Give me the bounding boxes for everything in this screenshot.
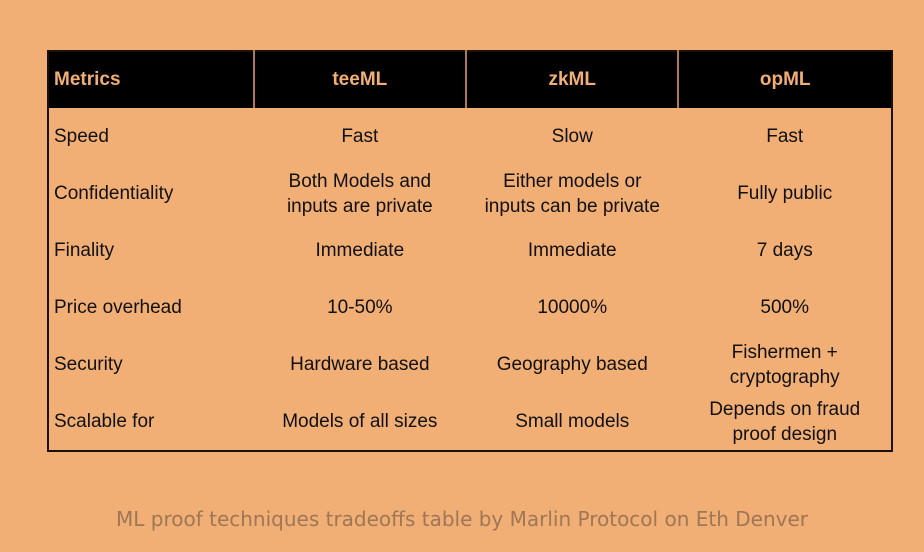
table-cell: Hardware based bbox=[290, 354, 430, 375]
comparison-table: Metrics teeML zkML opML Speed Fast Slow Fast Co… bbox=[47, 50, 893, 452]
table-cell: 500% bbox=[760, 297, 810, 318]
table-row: Confidentiality Both Models and inputs ar… bbox=[48, 165, 892, 222]
metric-label: Scalable for bbox=[54, 411, 155, 432]
table-cell: Fishermen + cryptography bbox=[729, 341, 840, 388]
table-cell: Fast bbox=[766, 126, 804, 147]
metric-label: Finality bbox=[54, 240, 115, 261]
column-header: zkML bbox=[465, 51, 679, 108]
table-cell: Small models bbox=[515, 411, 630, 432]
caption: ML proof techniques tradeoffs table by M… bbox=[116, 507, 808, 531]
table-cell: 7 days bbox=[756, 240, 813, 261]
table-row: Scalable for Models of all sizes Small mod… bbox=[48, 393, 892, 451]
table-cell: Both Models and inputs are private bbox=[286, 170, 433, 217]
table-cell: Models of all sizes bbox=[282, 411, 438, 432]
table-cell: Immediate bbox=[315, 240, 405, 261]
table-cell: Depends on fraud proof design bbox=[709, 398, 861, 445]
table-cell: Either models or inputs can be private bbox=[484, 170, 660, 217]
table-row: Security Hardware based Geography based Fis… bbox=[48, 336, 892, 393]
column-header: opML bbox=[677, 51, 892, 108]
metric-label: Price overhead bbox=[54, 297, 182, 318]
table-row: Speed Fast Slow Fast bbox=[48, 108, 892, 165]
metric-label: Security bbox=[54, 354, 123, 375]
table-cell: Slow bbox=[551, 126, 593, 147]
metric-label: Speed bbox=[54, 126, 109, 147]
table-cell: Fully public bbox=[737, 183, 833, 204]
table-row: Price overhead 10-50% 10000% 500% bbox=[48, 279, 892, 336]
metric-label: Confidentiality bbox=[54, 183, 174, 204]
table-cell: 10000% bbox=[537, 297, 608, 318]
table-cell: 10-50% bbox=[327, 297, 393, 318]
table-row: Finality Immediate Immediate 7 days bbox=[48, 222, 892, 279]
table-cell: Fast bbox=[341, 126, 379, 147]
column-header: Metrics bbox=[48, 51, 254, 108]
table-cell: Immediate bbox=[527, 240, 617, 261]
table-cell: Geography based bbox=[496, 354, 648, 375]
column-header: teeML bbox=[252, 51, 467, 108]
header-row: Metrics teeML zkML opML bbox=[48, 51, 892, 108]
